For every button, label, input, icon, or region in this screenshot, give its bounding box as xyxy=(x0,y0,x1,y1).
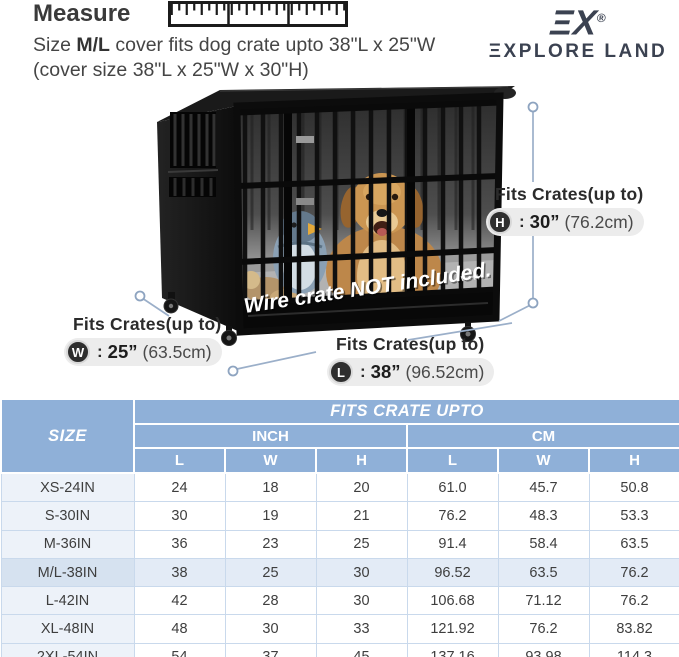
value-cell: 76.2 xyxy=(588,586,679,616)
value-cell: 20 xyxy=(315,472,408,503)
height-value: H : 30” (76.2cm) xyxy=(486,208,644,236)
value-cell: 71.12 xyxy=(497,586,590,616)
registered-mark: ® xyxy=(596,11,607,25)
value-cell: 93.98 xyxy=(497,642,590,657)
size-table-body: XS-24IN 24 18 20 61.0 45.7 50.8 S-30IN 30 19 21 76.… xyxy=(0,472,679,657)
size-code: M/L xyxy=(76,34,110,56)
value-cell: 37 xyxy=(224,642,317,657)
value-cell: 36 xyxy=(133,529,226,559)
door-latch-lower xyxy=(296,198,314,205)
size-cell: M/L-38IN xyxy=(0,557,135,588)
ruler-icon xyxy=(168,1,348,27)
value-cell: 30 xyxy=(133,501,226,531)
value-cell: 19 xyxy=(224,501,317,531)
value-cell: 30 xyxy=(315,586,408,616)
table-row: S-30IN 30 19 21 76.2 48.3 53.3 xyxy=(0,501,679,531)
value-cell: 137.16 xyxy=(406,642,499,657)
height-dimension-label: Fits Crates(up to) H : 30” (76.2cm) xyxy=(486,184,644,236)
value-cell: 53.3 xyxy=(588,501,679,531)
size-cell: XL-48IN xyxy=(0,614,135,644)
table-row: M/L-38IN 38 25 30 96.52 63.5 76.2 xyxy=(0,557,679,588)
width-value: W : 25” (63.5cm) xyxy=(64,338,222,366)
value-cell: 96.52 xyxy=(406,557,499,588)
col-header-h-inch: H xyxy=(315,447,408,474)
value-cell: 106.68 xyxy=(406,586,499,616)
value-cell: 61.0 xyxy=(406,472,499,503)
value-cell: 63.5 xyxy=(588,529,679,559)
table-row: XS-24IN 24 18 20 61.0 45.7 50.8 xyxy=(0,472,679,503)
size-chart-table: SIZE FITS CRATE UPTO INCH CM L W H L W H… xyxy=(0,398,679,657)
value-cell: 42 xyxy=(133,586,226,616)
fits-crates-text: Fits Crates(up to) xyxy=(73,314,222,334)
brand-logo: ΞX® ΞXPLORE LAND xyxy=(482,2,674,63)
l-badge-icon: L xyxy=(329,360,353,384)
fits-crates-text: Fits Crates(up to) xyxy=(495,184,644,204)
size-cell: 2XL-54IN xyxy=(0,642,135,657)
length-dimension-label: Fits Crates(up to) L : 38” (96.52cm) xyxy=(327,334,495,386)
value-cell: 76.2 xyxy=(588,557,679,588)
value-cell: 58.4 xyxy=(497,529,590,559)
w-badge-icon: W xyxy=(66,340,90,364)
col-header-h-cm: H xyxy=(587,447,679,474)
value-cell: 21 xyxy=(315,501,408,531)
value-cell: 91.4 xyxy=(406,529,499,559)
subtitle-rest: cover fits dog crate upto 38"L x 25"W xyxy=(109,34,436,56)
value-cell: 18 xyxy=(224,472,317,503)
crate-illustration: Wire crate NOT included. Wire crate NOT … xyxy=(157,86,516,346)
col-header-w-cm: W xyxy=(497,447,590,474)
cover-size-note: (cover size 38"L x 25"W x 30"H) xyxy=(33,58,309,81)
crate-rails xyxy=(237,98,500,308)
length-value: L : 38” (96.52cm) xyxy=(327,358,495,386)
value-cell: 33 xyxy=(315,614,408,644)
subtitle-prefix: Size xyxy=(33,34,77,56)
value-cell: 114.3 xyxy=(588,642,679,657)
value-cell: 83.82 xyxy=(588,614,679,644)
value-cell: 121.92 xyxy=(406,614,499,644)
col-header-w-inch: W xyxy=(224,447,317,474)
value-cell: 28 xyxy=(224,586,317,616)
table-row: L-42IN 42 28 30 106.68 71.12 76.2 xyxy=(0,586,679,616)
fits-crates-text: Fits Crates(up to) xyxy=(336,334,485,354)
size-column-header: SIZE xyxy=(0,398,135,474)
value-cell: 38 xyxy=(133,557,226,588)
size-description: Size M/L cover fits dog crate upto 38"L … xyxy=(33,33,493,82)
door-latch xyxy=(296,136,314,143)
value-cell: 25 xyxy=(315,529,408,559)
tag-marks xyxy=(460,273,484,282)
crate-cover-side xyxy=(157,106,240,332)
value-cell: 48.3 xyxy=(497,501,590,531)
size-cell: L-42IN xyxy=(0,586,135,616)
value-cell: 30 xyxy=(315,557,408,588)
brand-name: ΞXPLORE LAND xyxy=(488,40,668,62)
value-cell: 50.8 xyxy=(588,472,679,503)
value-cell: 23 xyxy=(224,529,317,559)
size-cell: S-30IN xyxy=(0,501,135,531)
value-cell: 76.2 xyxy=(497,614,590,644)
value-cell: 24 xyxy=(133,472,226,503)
value-cell: 63.5 xyxy=(497,557,590,588)
width-dimension-label: Fits Crates(up to) W : 25” (63.5cm) xyxy=(64,314,222,366)
size-cell: XS-24IN xyxy=(0,472,135,503)
table-row: 2XL-54IN543745137.1693.98114.3 xyxy=(0,642,679,657)
value-cell: 48 xyxy=(133,614,226,644)
table-row: M-36IN 36 23 25 91.4 58.4 63.5 xyxy=(0,529,679,559)
value-cell: 54 xyxy=(133,642,226,657)
col-header-l-inch: L xyxy=(133,447,226,474)
page-title: Measure xyxy=(33,0,131,27)
value-cell: 76.2 xyxy=(406,501,499,531)
table-row: XL-48IN 48 30 33 121.92 76.2 83.82 xyxy=(0,614,679,644)
value-cell: 45 xyxy=(315,642,408,657)
size-cell: M-36IN xyxy=(0,529,135,559)
inch-group-header: INCH xyxy=(133,423,408,449)
cm-group-header: CM xyxy=(405,423,679,449)
value-cell: 30 xyxy=(224,614,317,644)
value-cell: 45.7 xyxy=(497,472,590,503)
table-title: FITS CRATE UPTO xyxy=(132,398,679,425)
col-header-l-cm: L xyxy=(406,447,499,474)
h-badge-icon: H xyxy=(488,210,512,234)
value-cell: 25 xyxy=(224,557,317,588)
brand-mark-icon: ΞX® xyxy=(548,3,607,43)
